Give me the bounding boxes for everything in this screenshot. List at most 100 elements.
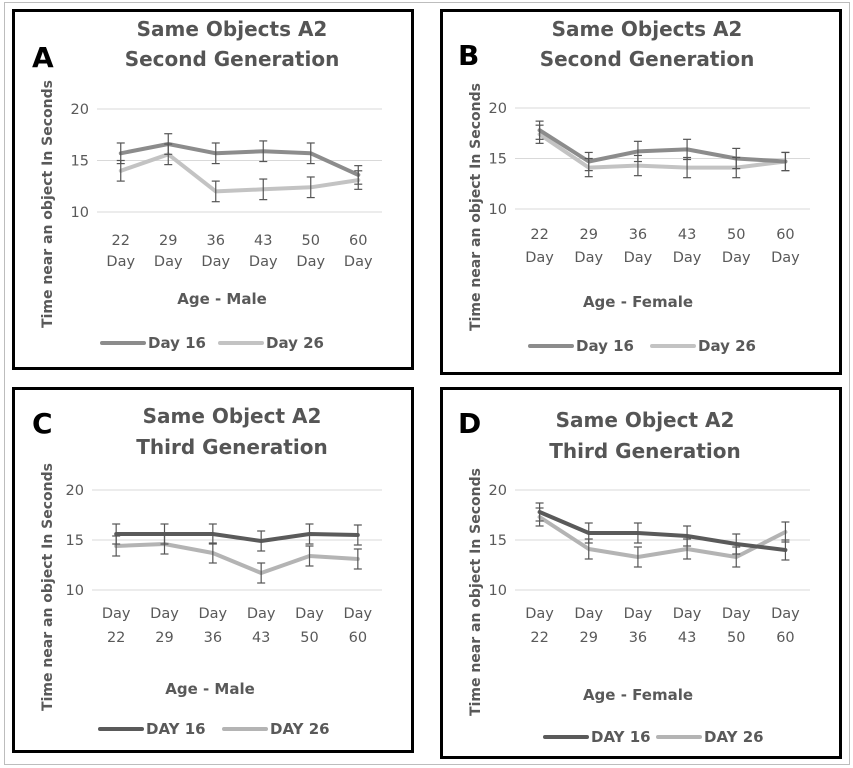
x-tick-label-bottom: 29 <box>580 630 598 646</box>
x-tick-label-bottom: 36 <box>629 630 647 646</box>
chart-title-line-1: Same Objects A2 <box>552 17 743 41</box>
x-tick-label-bottom: Day <box>673 250 702 266</box>
panel-letter: A <box>32 41 54 74</box>
chart-title-line-2: Second Generation <box>125 47 340 71</box>
y-tick-label: 20 <box>489 483 507 499</box>
x-tick-label-top: Day <box>525 606 554 622</box>
series-line-1 <box>537 128 788 164</box>
x-tick-label-top: 36 <box>629 227 647 243</box>
x-axis-label: Age - Male <box>165 680 255 698</box>
legend-label-1: Day 16 <box>576 337 634 355</box>
panel-border <box>12 9 414 370</box>
legend-label-1: Day 16 <box>148 334 206 352</box>
y-axis-label: Time near an object In Seconds <box>40 463 56 711</box>
x-tick-label-top: 29 <box>159 233 177 249</box>
chart-title-line-2: Second Generation <box>540 47 755 71</box>
x-tick-label-bottom: 60 <box>349 630 367 646</box>
x-tick-label-top: Day <box>150 606 179 622</box>
x-tick-label-bottom: 22 <box>107 630 125 646</box>
y-axis-label: Time near an object In Seconds <box>468 468 484 716</box>
x-tick-label-bottom: Day <box>344 254 373 270</box>
x-tick-label-top: 60 <box>776 227 794 243</box>
x-axis-label: Age - Female <box>583 293 693 311</box>
legend-label-2: DAY 26 <box>704 728 764 746</box>
x-tick-label-bottom: Day <box>624 250 653 266</box>
y-tick-label: 15 <box>489 152 507 168</box>
x-tick-label-bottom: 29 <box>155 630 173 646</box>
chart-title-line-2: Third Generation <box>549 439 740 463</box>
series-line-2 <box>537 132 788 170</box>
y-tick-label: 20 <box>489 101 507 117</box>
series-line-1 <box>114 532 360 543</box>
panel-border <box>440 9 842 375</box>
y-tick-label: 10 <box>489 202 507 218</box>
panel-border <box>440 387 842 759</box>
x-tick-label-bottom: 36 <box>204 630 222 646</box>
y-tick-label: 20 <box>71 102 89 118</box>
chart-title-line-1: Same Object A2 <box>143 404 322 428</box>
x-tick-label-bottom: Day <box>771 250 800 266</box>
y-tick-label: 20 <box>66 483 84 499</box>
x-tick-label-top: Day <box>247 606 276 622</box>
series-line-2 <box>537 515 788 559</box>
x-tick-label-bottom: Day <box>525 250 554 266</box>
legend-label-1: DAY 16 <box>591 728 651 746</box>
y-tick-label: 15 <box>66 533 84 549</box>
x-tick-label-top: Day <box>673 606 702 622</box>
panel-d: D Same Object A2 Third Generation 10 15 20 Day… <box>440 387 842 759</box>
x-tick-label-top: Day <box>722 606 751 622</box>
x-tick-label-top: Day <box>344 606 373 622</box>
series-line-1 <box>537 510 788 552</box>
panel-letter: B <box>458 39 479 72</box>
x-tick-label-top: 43 <box>254 233 272 249</box>
x-tick-label-bottom: 50 <box>300 630 318 646</box>
legend-label-2: Day 26 <box>698 337 756 355</box>
x-tick-label-top: Day <box>574 606 603 622</box>
x-tick-label-bottom: 43 <box>252 630 270 646</box>
x-tick-label-bottom: Day <box>574 250 603 266</box>
y-tick-label: 10 <box>489 583 507 599</box>
figure-frame <box>4 2 850 765</box>
series-line-2 <box>118 152 361 194</box>
chart-title-line-1: Same Objects A2 <box>137 17 328 41</box>
legend-label-1: DAY 16 <box>146 720 206 738</box>
x-tick-label-bottom: Day <box>296 254 325 270</box>
x-tick-label-bottom: Day <box>106 254 135 270</box>
y-tick-label: 15 <box>71 154 89 170</box>
panel-border <box>12 387 414 753</box>
x-tick-label-top: 29 <box>580 227 598 243</box>
x-tick-label-bottom: 50 <box>727 630 745 646</box>
x-tick-label-top: Day <box>102 606 131 622</box>
legend-label-2: DAY 26 <box>270 720 330 738</box>
y-tick-label: 10 <box>71 205 89 221</box>
y-axis-label: Time near an object In Seconds <box>468 83 484 331</box>
y-tick-label: 10 <box>66 583 84 599</box>
y-tick-label: 15 <box>489 533 507 549</box>
x-tick-label-top: Day <box>624 606 653 622</box>
panel-c: C Same Object A2 Third Generation 10 15 20 Day… <box>12 387 414 753</box>
x-tick-label-top: Day <box>295 606 324 622</box>
panel-a: A Same Objects A2 Second Generation 10 15 20 2… <box>12 9 414 370</box>
x-tick-label-bottom: 43 <box>678 630 696 646</box>
x-tick-label-bottom: Day <box>154 254 183 270</box>
x-tick-label-top: 50 <box>727 227 745 243</box>
x-axis-label: Age - Male <box>177 290 267 308</box>
x-tick-label-top: 36 <box>207 233 225 249</box>
chart-title-line-2: Third Generation <box>136 435 327 459</box>
x-tick-label-top: 22 <box>112 233 130 249</box>
legend-label-2: Day 26 <box>266 334 324 352</box>
x-tick-label-top: 60 <box>349 233 367 249</box>
panel-letter: C <box>32 407 53 440</box>
x-tick-label-top: 22 <box>530 227 548 243</box>
series-line-2 <box>114 542 360 575</box>
x-tick-label-top: Day <box>199 606 228 622</box>
x-tick-label-bottom: Day <box>201 254 230 270</box>
y-axis-label: Time near an object In Seconds <box>40 80 56 328</box>
chart-title-line-1: Same Object A2 <box>556 408 735 432</box>
x-tick-label-bottom: Day <box>249 254 278 270</box>
x-tick-label-bottom: 60 <box>776 630 794 646</box>
x-tick-label-top: Day <box>771 606 800 622</box>
panel-letter: D <box>458 407 481 440</box>
series-line-1 <box>118 142 361 177</box>
panel-b: B Same Objects A2 Second Generation 10 15 20 2… <box>440 9 842 375</box>
